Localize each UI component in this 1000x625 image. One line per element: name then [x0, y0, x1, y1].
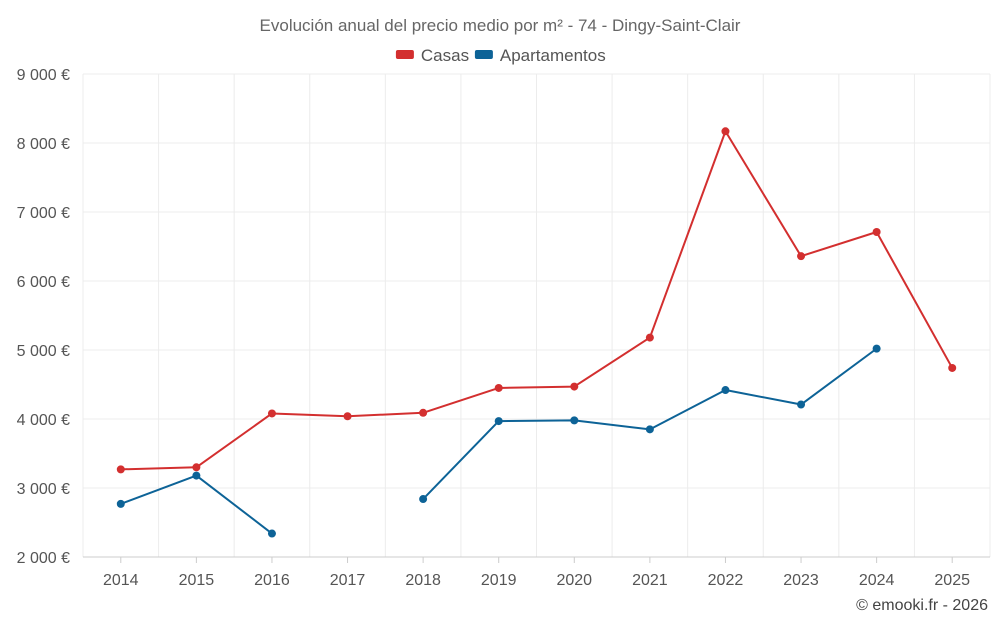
- legend-item-casas[interactable]: Casas: [395, 46, 469, 65]
- data-point[interactable]: [721, 386, 730, 395]
- data-point[interactable]: [494, 417, 503, 426]
- series-line: [120, 474, 273, 535]
- data-point[interactable]: [192, 471, 201, 480]
- x-tick-label: 2017: [330, 572, 366, 589]
- y-tick-label: 4 000 €: [17, 412, 70, 429]
- y-tick-label: 8 000 €: [17, 136, 70, 153]
- data-point[interactable]: [948, 363, 957, 372]
- y-tick-label: 7 000 €: [17, 205, 70, 222]
- legend: Casas Apartamentos: [395, 46, 606, 65]
- chart-title: Evolución anual del precio medio por m² …: [260, 16, 741, 35]
- y-tick-label: 3 000 €: [17, 481, 70, 498]
- legend-swatch: [395, 50, 414, 59]
- data-point[interactable]: [267, 409, 276, 418]
- data-point[interactable]: [645, 333, 654, 342]
- y-tick-label: 5 000 €: [17, 343, 70, 360]
- x-tick-label: 2018: [405, 572, 441, 589]
- x-tick-label: 2019: [481, 572, 517, 589]
- series-line: [120, 130, 954, 471]
- data-point[interactable]: [494, 383, 503, 392]
- legend-label: Apartamentos: [500, 46, 606, 65]
- x-tick-label: 2016: [254, 572, 290, 589]
- data-point[interactable]: [116, 465, 125, 474]
- data-point[interactable]: [872, 228, 881, 237]
- x-tick-label: 2022: [708, 572, 744, 589]
- series-casas: [116, 127, 957, 474]
- data-point[interactable]: [570, 382, 579, 391]
- legend-swatch: [474, 50, 493, 59]
- series-line: [422, 347, 878, 500]
- legend-label: Casas: [421, 46, 469, 65]
- data-point[interactable]: [570, 416, 579, 425]
- series-apartamentos: [116, 344, 881, 538]
- y-tick-label: 9 000 €: [17, 67, 70, 84]
- x-tick-label: 2021: [632, 572, 668, 589]
- data-point[interactable]: [419, 408, 428, 417]
- data-point[interactable]: [192, 463, 201, 472]
- x-tick-label: 2023: [783, 572, 819, 589]
- data-point[interactable]: [721, 127, 730, 136]
- data-point[interactable]: [797, 252, 806, 261]
- data-point[interactable]: [267, 529, 276, 538]
- data-point[interactable]: [645, 425, 654, 434]
- data-point[interactable]: [872, 344, 881, 353]
- y-tick-label: 6 000 €: [17, 274, 70, 291]
- series-layer: [116, 127, 957, 538]
- y-tick-label: 2 000 €: [17, 550, 70, 567]
- x-tick-label: 2020: [556, 572, 592, 589]
- y-axis-labels: 2 000 € 3 000 € 4 000 € 5 000 € 6 000 € 7 000…: [17, 67, 70, 567]
- legend-item-apartamentos[interactable]: Apartamentos: [474, 46, 606, 65]
- data-point[interactable]: [116, 499, 125, 508]
- x-tick-label: 2014: [103, 572, 139, 589]
- data-point[interactable]: [419, 495, 428, 504]
- grid: [82, 73, 991, 558]
- data-point[interactable]: [343, 412, 352, 421]
- x-tick-label: 2015: [179, 572, 215, 589]
- data-point[interactable]: [797, 400, 806, 409]
- x-tick-label: 2024: [859, 572, 895, 589]
- x-tick-label: 2025: [934, 572, 970, 589]
- x-axis-labels: 2014 2015 2016 2017 2018 2019 2020 2021 2022 2023…: [103, 557, 970, 589]
- copyright-text: © emooki.fr - 2026: [856, 597, 988, 614]
